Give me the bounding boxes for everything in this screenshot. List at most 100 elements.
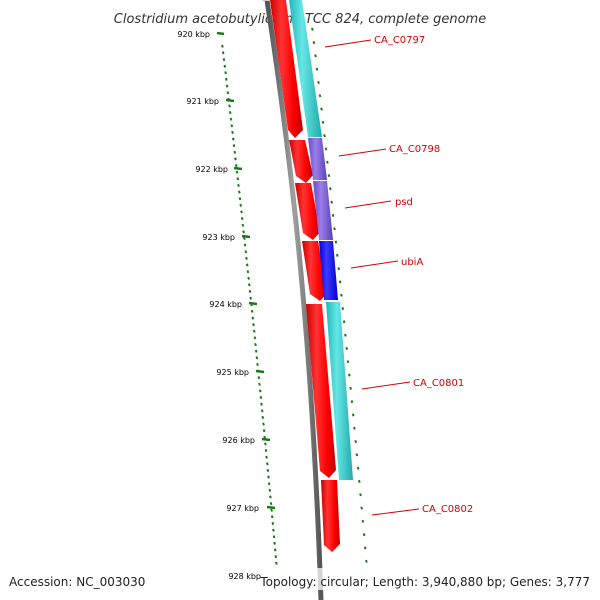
tick-dot-left [253,336,257,340]
tick-dot-left [232,144,236,148]
tick-dot-left [261,415,265,420]
tick-dot-right [338,280,342,284]
tick-dot-right [311,27,314,31]
tick-dot-left [240,210,243,214]
tick-dot-left [267,482,271,486]
tick-dot-left [249,296,253,300]
tick-dot-left [275,561,278,565]
tick-dot-left [225,84,229,88]
tick-dot-right [356,466,360,470]
tick-dot-left [250,309,254,313]
tick-dot-left [224,77,228,81]
tick-dot-right [318,94,322,98]
gene-labels: CA_C0797 CA_C0798 psd ubiA CA_C0801 CA_C… [324,35,473,516]
tick-dot-left [265,462,269,466]
tick-dot-right [324,147,328,151]
leader-psd [344,200,392,209]
tick-dot-right [326,160,329,164]
gene-label-ca-c0801[interactable]: CA_C0801 [413,378,464,389]
tick-dot-right [355,453,359,457]
tick-dot-left [267,475,270,479]
tick-dot-right [331,213,335,218]
tick-dot-left [268,488,272,492]
tick-dot-left [256,362,259,367]
tick-dot-left [230,124,234,128]
tick-dot-left [270,508,273,512]
tick-label-921: 921 kbp [186,97,219,106]
gene-block-ca-c0801[interactable] [326,302,353,480]
tick-dot-left [231,137,235,141]
tick-dot-left [270,515,274,519]
tick-dot-left [236,177,240,181]
tick-dot-left [247,276,250,280]
gene-label-ubia[interactable]: ubiA [401,257,423,268]
gene-label-psd[interactable]: psd [395,197,413,208]
tick-dot-left [273,548,277,552]
accession-text: Accession: NC_003030 [9,575,145,589]
tick-mark-921 [225,98,235,103]
chromosome-backbone [264,0,324,600]
tick-dot-left [255,356,259,360]
tick-dot-left [272,528,275,532]
tick-label-920: 920 kbp [177,30,210,39]
tick-dot-right [337,267,341,271]
tick-dot-left [257,376,261,380]
tick-dot-left [228,110,232,115]
tick-dot-right [357,479,361,484]
gene-block-psd[interactable] [313,181,333,240]
tick-dot-right [312,40,316,45]
cds-arrow-5[interactable] [306,304,336,478]
tick-dot-right [365,559,368,563]
tick-dot-right [350,400,354,404]
tick-label-928: 928 kbp [228,572,261,581]
tick-dot-left [245,263,249,267]
tick-dot-left [262,429,266,433]
tick-dot-left [259,395,263,400]
tick-dot-left [272,535,276,539]
tick-dot-left [224,71,227,75]
gene-block-ca-c0798[interactable] [308,138,327,180]
gene-block-ca-c0797[interactable] [289,0,322,137]
cds-arrow-1[interactable] [270,0,303,138]
tick-label-925: 925 kbp [216,368,249,377]
cds-arrow-6[interactable] [321,480,340,552]
tick-dot-left [234,163,238,168]
tick-label-922: 922 kbp [195,165,228,174]
leader-ca-c0802 [371,508,420,516]
tick-dot-left [251,316,255,320]
tick-dot-right [351,413,355,417]
tick-dot-right [314,54,317,58]
cds-track [270,0,340,552]
cds-arrow-2[interactable] [289,140,313,183]
gene-label-ca-c0798[interactable]: CA_C0798 [389,144,440,155]
tick-label-927: 927 kbp [226,504,259,513]
tick-dot-right [349,386,352,390]
tick-dot-right [334,240,338,244]
tick-dot-left [243,243,247,247]
tick-dot-right [328,187,332,191]
cds-arrow-3[interactable] [295,183,320,240]
tick-label-923: 923 kbp [202,233,235,242]
tick-dot-left [239,203,243,207]
tick-mark-920 [216,31,225,36]
tick-dot-left [221,51,225,55]
tick-dot-left [269,501,273,506]
tick-dot-left [243,236,246,241]
cds-arrow-4[interactable] [302,241,327,301]
tick-dot-right [345,346,349,351]
gene-label-ca-c0802[interactable]: CA_C0802 [422,504,473,515]
tick-dot-left [254,349,258,353]
gene-label-ca-c0797[interactable]: CA_C0797 [374,35,425,46]
tick-dot-right [321,120,325,124]
tick-dot-left [234,157,237,161]
tick-dot-right [354,439,358,444]
tick-mark-924 [248,301,258,306]
leader-ca-c0798 [338,148,387,157]
tick-dot-left [235,170,239,174]
gene-track [289,0,353,480]
tick-dot-right [362,533,366,537]
tick-dot-left [244,250,248,254]
gene-block-ubia[interactable] [319,241,338,300]
tick-dot-left [247,283,251,287]
